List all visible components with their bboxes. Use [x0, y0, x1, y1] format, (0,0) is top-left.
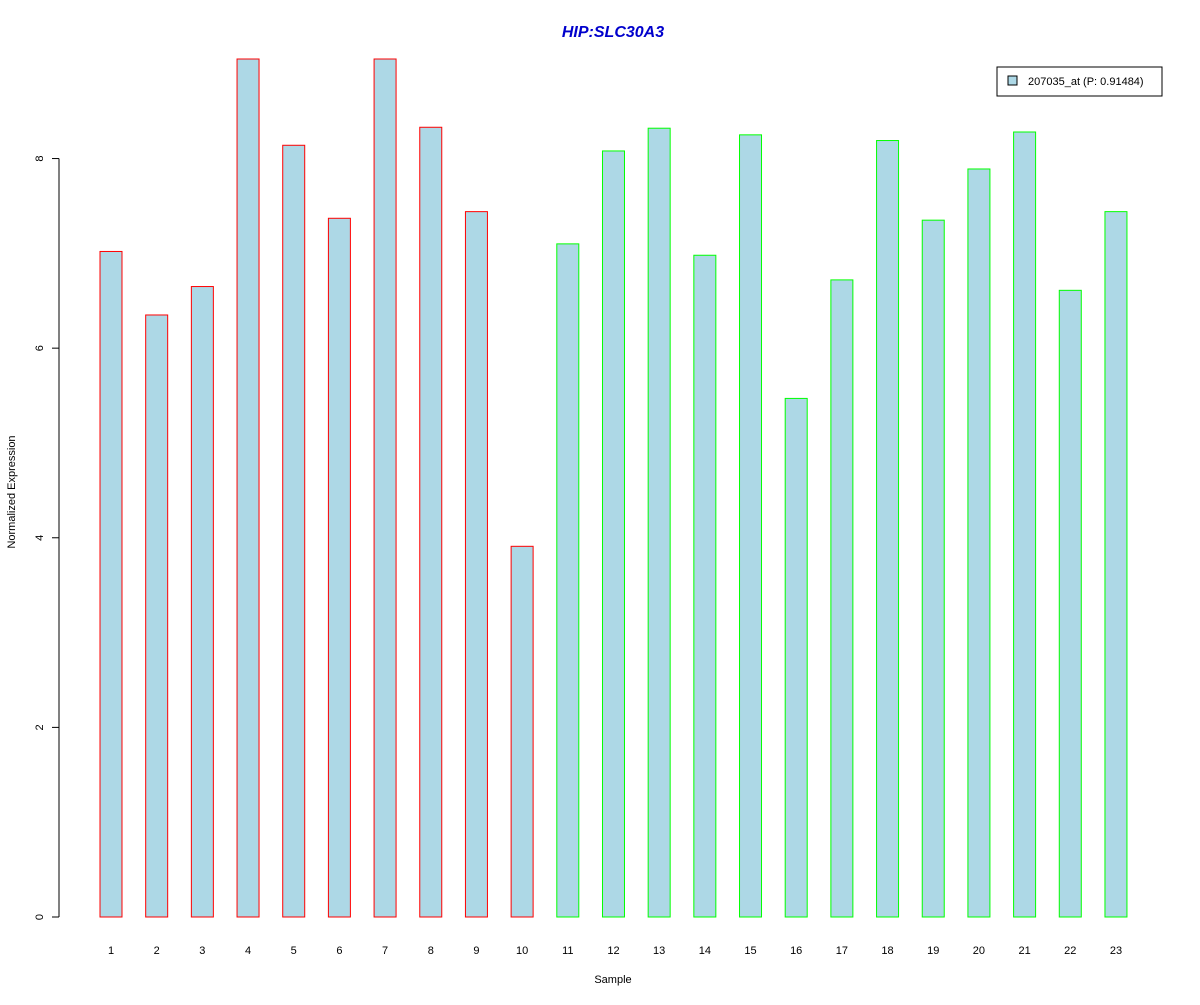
- bar-sample-3: [190, 286, 214, 918]
- x-tick-label: 1: [108, 945, 114, 957]
- x-axis-label: Sample: [594, 974, 631, 986]
- x-tick-label: 8: [428, 945, 434, 957]
- bar-sample-10: [510, 545, 534, 918]
- x-tick-label: 4: [245, 945, 251, 957]
- x-tick-label: 12: [607, 945, 619, 957]
- x-tick-labels: 1 2 3 4 5 6 7 8 9 10 11 12 13 14 15 16 17 18 19 20 21 22 23: [108, 945, 1122, 957]
- x-tick-label: 17: [836, 945, 848, 957]
- bar-sample-19: [921, 219, 945, 918]
- x-tick-label: 2: [154, 945, 160, 957]
- bar-sample-5: [282, 144, 306, 918]
- legend: 207035_at (P: 0.91484): [996, 66, 1163, 97]
- x-tick-label: 20: [973, 945, 985, 957]
- bars-group: [99, 58, 1128, 918]
- x-tick-label: 11: [562, 945, 573, 957]
- legend-box: [996, 66, 1163, 97]
- bar-sample-4: [236, 58, 260, 918]
- x-tick-label: 7: [382, 945, 388, 957]
- x-tick-label: 10: [516, 945, 528, 957]
- x-tick-label: 21: [1018, 945, 1030, 957]
- chart-title: HIP:SLC30A3: [562, 24, 664, 41]
- bar-sample-7: [373, 58, 397, 918]
- bar-sample-6: [327, 217, 351, 918]
- y-axis: 0 2 4 6 8: [34, 155, 60, 920]
- x-tick-label: 16: [790, 945, 802, 957]
- x-tick-label: 3: [199, 945, 205, 957]
- bar-sample-13: [647, 127, 671, 918]
- x-tick-label: 19: [927, 945, 939, 957]
- bar-sample-21: [1013, 131, 1037, 918]
- bar-sample-16: [784, 397, 808, 918]
- x-tick-label: 22: [1064, 945, 1076, 957]
- y-tick-label: 8: [34, 155, 46, 161]
- y-tick-label: 2: [34, 724, 46, 730]
- bar-sample-8: [419, 126, 443, 918]
- bar-sample-9: [464, 211, 488, 918]
- bar-sample-2: [145, 314, 169, 918]
- bar-sample-23: [1104, 211, 1128, 918]
- x-tick-label: 6: [336, 945, 342, 957]
- x-tick-label: 13: [653, 945, 665, 957]
- x-tick-label: 15: [744, 945, 756, 957]
- y-tick-label: 4: [34, 535, 46, 541]
- y-axis-label: Normalized Expression: [6, 435, 18, 548]
- legend-label: 207035_at (P: 0.91484): [1028, 76, 1144, 88]
- legend-swatch: [1007, 75, 1018, 86]
- bar-sample-12: [601, 150, 625, 918]
- bar-sample-15: [739, 134, 763, 918]
- bar-sample-22: [1058, 289, 1082, 918]
- x-tick-label: 23: [1110, 945, 1122, 957]
- y-tick-label: 0: [34, 914, 46, 920]
- y-tick-label: 6: [34, 345, 46, 351]
- bar-sample-18: [876, 140, 900, 918]
- bar-sample-11: [556, 243, 580, 918]
- bar-sample-20: [967, 168, 991, 918]
- bar-sample-14: [693, 254, 717, 918]
- bar-sample-17: [830, 279, 854, 918]
- x-tick-label: 9: [473, 945, 479, 957]
- bar-sample-1: [99, 250, 123, 918]
- x-tick-label: 5: [291, 945, 297, 957]
- x-tick-label: 18: [881, 945, 893, 957]
- x-tick-label: 14: [699, 945, 711, 957]
